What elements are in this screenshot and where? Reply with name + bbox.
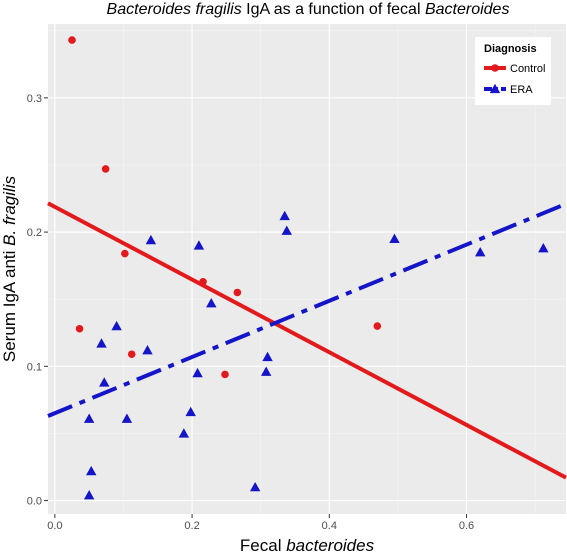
data-point-control: [75, 324, 84, 333]
text-part: Fecal: [240, 536, 286, 555]
data-point-control: [68, 36, 76, 44]
data-point-era: [86, 465, 97, 476]
data-point-era: [389, 233, 400, 243]
text-part: B. fragilis: [0, 175, 19, 245]
data-point-era: [142, 345, 153, 355]
data-points: [68, 36, 549, 500]
data-point-control: [101, 165, 110, 173]
data-point-era: [192, 367, 203, 378]
data-point-era: [178, 428, 190, 438]
data-point-era: [279, 210, 290, 221]
data-point-era: [262, 351, 273, 362]
data-point-era: [193, 240, 205, 250]
data-point-era: [83, 490, 95, 500]
data-point-era: [83, 413, 95, 423]
grid-lines: [48, 24, 566, 514]
chart-title: Bacteroides fragilis IgA as a function o…: [107, 1, 510, 18]
data-point-control: [199, 277, 207, 286]
legend-label: ERA: [510, 84, 533, 96]
data-point-era: [250, 481, 261, 492]
legend-title: Diagnosis: [484, 43, 537, 55]
data-point-control: [233, 288, 242, 297]
text-part: bacteroides: [286, 536, 374, 555]
text-part: IgA as a function of fecal: [242, 1, 425, 18]
data-point-era: [185, 406, 196, 417]
x-tick-label: 0.4: [322, 520, 337, 532]
axis-ticks: 0.0 0.2 0.4 0.6 0.0 0.1 0.2 0.3: [27, 93, 474, 532]
data-point-era: [281, 225, 292, 235]
legend-item-control: Control: [484, 63, 545, 75]
data-point-control: [127, 350, 136, 359]
data-point-era: [538, 242, 549, 253]
legend-box: [475, 37, 551, 105]
fit-lines: [47, 201, 567, 480]
data-point-era: [111, 320, 122, 331]
text-part: Bacteroides: [425, 1, 510, 18]
y-tick-label: 0.0: [27, 496, 42, 508]
data-point-era: [260, 366, 272, 376]
data-point-era: [475, 247, 486, 257]
x-tick-label: 0.2: [184, 520, 199, 532]
legend: Diagnosis Control ERA: [475, 37, 551, 105]
y-tick-label: 0.2: [27, 227, 42, 239]
x-tick-label: 0.0: [47, 520, 62, 532]
y-tick-label: 0.1: [27, 361, 42, 373]
fit-line-control: [47, 201, 567, 480]
text-part: Bacteroides fragilis: [107, 1, 242, 18]
data-point-control: [121, 249, 129, 258]
legend-label: Control: [510, 63, 545, 75]
legend-items: Control ERA: [484, 63, 545, 96]
legend-key-marker: [491, 64, 499, 72]
y-tick-label: 0.3: [27, 93, 42, 105]
y-axis-title: Serum IgA anti B. fragilis: [0, 175, 19, 362]
data-point-era: [121, 413, 133, 423]
legend-key-marker: [489, 83, 501, 94]
legend-item-era: ERA: [484, 83, 533, 96]
text-part: Serum IgA anti: [0, 246, 19, 362]
data-point-control: [373, 322, 382, 330]
x-tick-label: 0.6: [459, 520, 474, 532]
data-point-control: [221, 370, 229, 379]
data-point-era: [99, 377, 110, 387]
x-axis-title: Fecal bacteroides: [240, 536, 375, 555]
data-point-era: [96, 338, 107, 348]
data-point-era: [206, 298, 217, 308]
fit-line-era: [47, 202, 567, 418]
data-point-era: [145, 234, 157, 245]
